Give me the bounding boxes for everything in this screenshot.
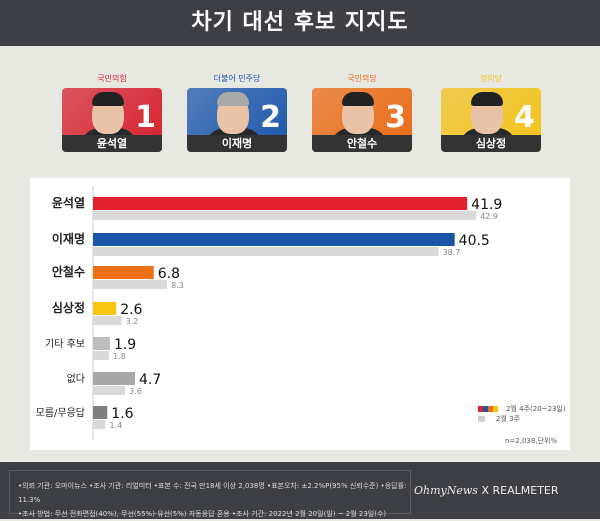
- logo-x: X: [481, 484, 489, 497]
- candidate-card: 더불어 민주당 2 이재명: [187, 73, 287, 152]
- candidate-number: 1: [135, 100, 156, 135]
- candidate-name: 심상정: [441, 135, 541, 152]
- value-label-previous: 42.9: [480, 212, 498, 221]
- logo: OhmyNews X REALMETER: [414, 484, 559, 497]
- bar-current: [93, 406, 108, 419]
- bar-current: [93, 197, 468, 210]
- survey-notes: •의뢰 기관: 오마이뉴스 •조사 기관: 리얼미터 •표본 수: 전국 만18…: [9, 470, 411, 518]
- candidate-number: 3: [385, 100, 406, 135]
- legend-previous-label: 2월 3주: [496, 415, 521, 423]
- value-label-previous: 38.7: [443, 248, 461, 257]
- candidate-photo: 2 이재명: [187, 88, 287, 152]
- category-label: 심상정: [52, 300, 85, 315]
- candidate-photo: 4 심상정: [441, 88, 541, 152]
- candidate-name: 윤석열: [62, 135, 162, 152]
- candidate-number: 2: [260, 100, 281, 135]
- value-label-current: 6.8: [158, 266, 180, 282]
- candidate-photo: 3 안철수: [312, 88, 412, 152]
- candidate-name: 이재명: [187, 135, 287, 152]
- logo-realmeter: REALMETER: [492, 484, 559, 497]
- chart-panel: 윤석열 41.9 42.9 이재명 40.5 38.7 안철수 6.8 8.3 심상정 2.6 3.2…: [30, 178, 570, 450]
- value-label-previous: 8.3: [171, 281, 184, 290]
- bar-previous: [93, 211, 477, 220]
- legend-current: 2월 4주(20~23일): [478, 404, 566, 414]
- category-label: 윤석열: [52, 195, 85, 210]
- category-label: 없다: [67, 372, 85, 385]
- bar-current: [93, 266, 154, 279]
- candidate-card: 정의당 4 심상정: [441, 73, 541, 152]
- legend-current-label: 2월 4주(20~23일): [506, 405, 566, 413]
- bar-previous: [93, 420, 106, 429]
- value-label-current: 4.7: [139, 372, 161, 388]
- sample-note: n=2,038,단위%: [505, 437, 558, 445]
- party-label: 국민의힘: [97, 74, 127, 83]
- party-label: 더불어 민주당: [213, 74, 261, 83]
- party-label: 국민의당: [347, 74, 377, 83]
- value-label-current: 1.9: [114, 337, 136, 353]
- value-label-current: 40.5: [459, 233, 490, 249]
- bar-previous: [93, 351, 110, 360]
- legend-previous: 2월 3주: [478, 414, 566, 424]
- survey-note-line2: •조사 방법: 무선 전화면접(40%), 무선(55%)·유선(5%) 자동응…: [18, 510, 387, 518]
- candidate-card: 국민의힘 1 윤석열: [62, 73, 162, 152]
- party-label: 정의당: [479, 74, 503, 83]
- value-label-previous: 3.2: [126, 317, 139, 326]
- survey-note-line1: •의뢰 기관: 오마이뉴스 •조사 기관: 리얼미터 •표본 수: 전국 만18…: [18, 482, 407, 504]
- bar-current: [93, 372, 135, 385]
- bar-chart: 윤석열 41.942.9 이재명 40.538.7 안철수 6.88.3 심상정 2.63.2…: [36, 186, 502, 440]
- page-title: 차기 대선 후보 지지도: [0, 0, 600, 46]
- legend-swatch-previous: [478, 416, 485, 422]
- candidate-number: 4: [514, 100, 535, 135]
- value-label-previous: 3.6: [129, 387, 142, 396]
- value-label-current: 2.6: [120, 302, 142, 318]
- legend: 2월 4주(20~23일) 2월 3주: [478, 404, 566, 424]
- value-label-current: 41.9: [471, 197, 502, 213]
- portrait-hair: [217, 92, 249, 106]
- bar-previous: [93, 280, 168, 289]
- logo-ohmynews: OhmyNews: [414, 484, 478, 497]
- portrait-hair: [92, 92, 124, 106]
- category-label: 기타 후보: [45, 338, 85, 350]
- legend-swatch-current: [478, 406, 498, 412]
- category-label: 안철수: [52, 264, 85, 279]
- portrait-hair: [342, 92, 374, 106]
- bar-previous: [93, 316, 122, 325]
- candidate-photo: 1 윤석열: [62, 88, 162, 152]
- bar-previous: [93, 386, 126, 395]
- value-label-previous: 1.8: [113, 352, 126, 361]
- bar-current: [93, 337, 110, 350]
- bar-current: [93, 302, 117, 315]
- category-label: 모름/무응답: [36, 407, 85, 419]
- bar-current: [93, 233, 455, 246]
- value-label-current: 1.6: [111, 406, 133, 422]
- category-label: 이재명: [52, 231, 85, 246]
- bar-previous: [93, 247, 439, 256]
- value-label-previous: 1.4: [110, 421, 123, 430]
- candidate-card: 국민의당 3 안철수: [312, 73, 412, 152]
- candidate-name: 안철수: [312, 135, 412, 152]
- footer: •의뢰 기관: 오마이뉴스 •조사 기관: 리얼미터 •표본 수: 전국 만18…: [0, 462, 600, 519]
- portrait-hair: [471, 92, 503, 106]
